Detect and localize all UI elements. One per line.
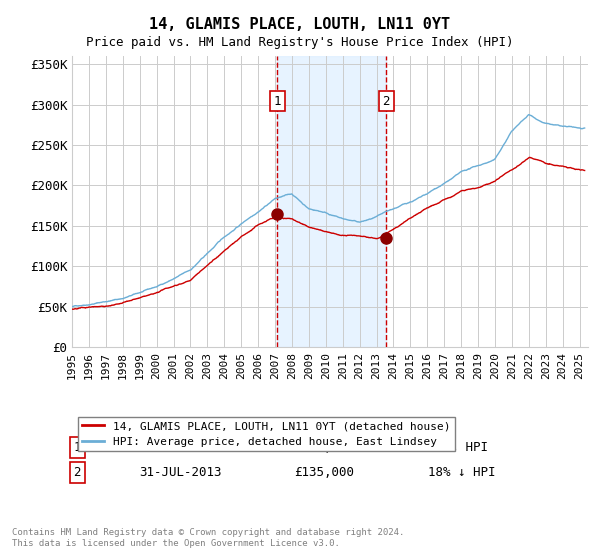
- Text: £135,000: £135,000: [294, 466, 354, 479]
- Text: 1: 1: [73, 441, 81, 454]
- Text: Price paid vs. HM Land Registry's House Price Index (HPI): Price paid vs. HM Land Registry's House …: [86, 36, 514, 49]
- Text: £165,000: £165,000: [294, 441, 354, 454]
- Text: 9% ↓ HPI: 9% ↓ HPI: [428, 441, 488, 454]
- Text: Contains HM Land Registry data © Crown copyright and database right 2024.
This d: Contains HM Land Registry data © Crown c…: [12, 528, 404, 548]
- Text: 31-JUL-2013: 31-JUL-2013: [139, 466, 221, 479]
- Text: 21-FEB-2007: 21-FEB-2007: [139, 441, 221, 454]
- Bar: [277, 56, 386, 347]
- Legend: 14, GLAMIS PLACE, LOUTH, LN11 0YT (detached house), HPI: Average price, detached: 14, GLAMIS PLACE, LOUTH, LN11 0YT (detac…: [77, 417, 455, 451]
- Text: 18% ↓ HPI: 18% ↓ HPI: [428, 466, 496, 479]
- Text: 14, GLAMIS PLACE, LOUTH, LN11 0YT: 14, GLAMIS PLACE, LOUTH, LN11 0YT: [149, 17, 451, 32]
- Text: 2: 2: [383, 95, 390, 108]
- Text: 1: 1: [274, 95, 281, 108]
- Text: 2: 2: [73, 466, 81, 479]
